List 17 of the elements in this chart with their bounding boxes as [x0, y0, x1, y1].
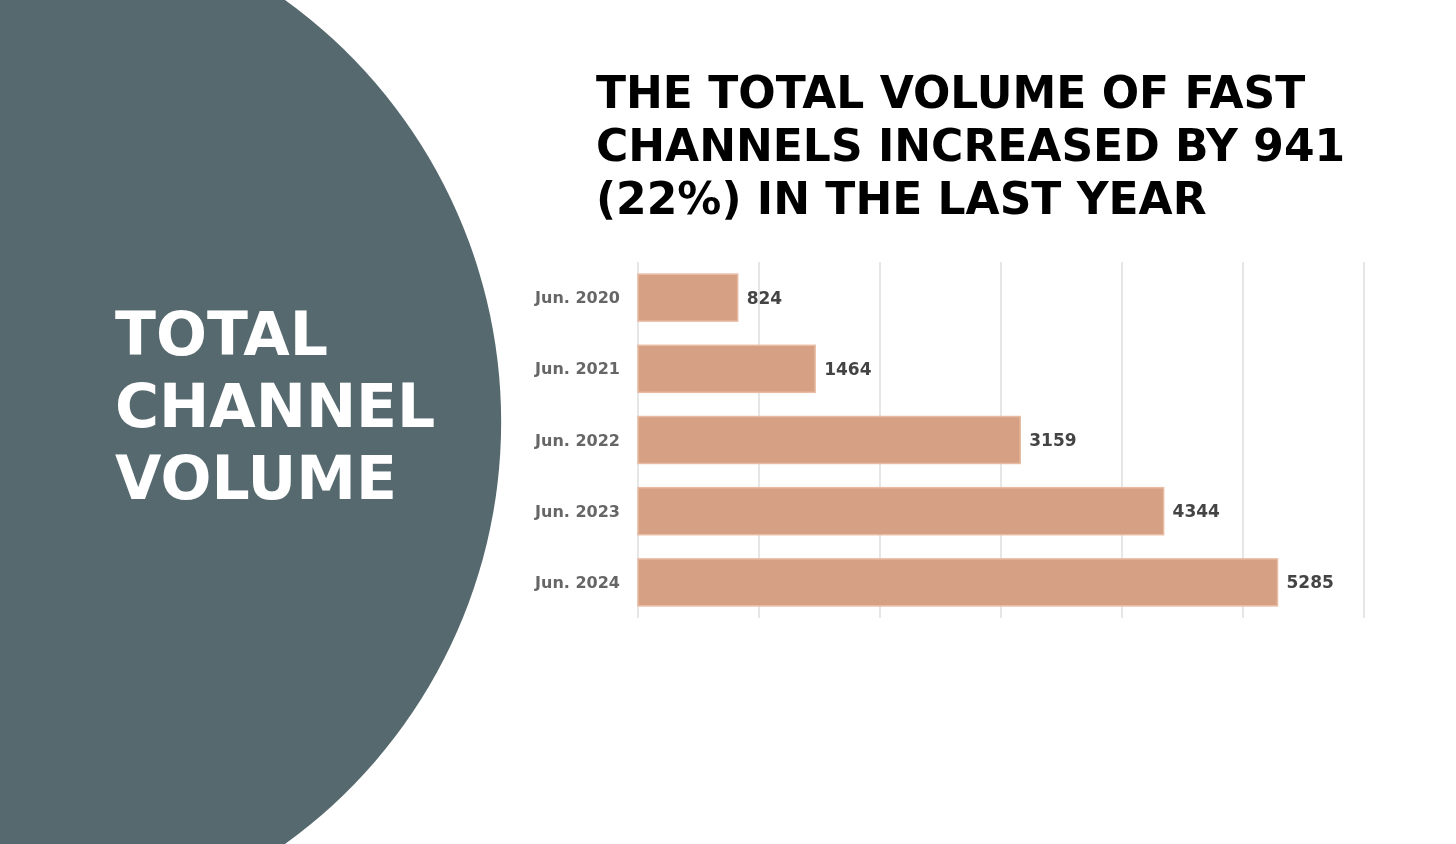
- data-label: 4344: [1172, 501, 1221, 522]
- data-label: 3159: [1029, 429, 1077, 450]
- text: TOTAL CHANNEL VOLUME: [115, 299, 436, 513]
- data-label: 5285: [1286, 572, 1334, 593]
- bar: [637, 344, 816, 394]
- y-tick-label: Jun. 2021: [534, 359, 620, 379]
- y-tick-label: Jun. 2023: [534, 501, 620, 521]
- bar: [637, 273, 739, 322]
- data-label: 824: [746, 287, 783, 308]
- bar: [637, 486, 1165, 536]
- data-label: 1464: [824, 358, 872, 379]
- bar: [637, 415, 1021, 465]
- y-tick-label: Jun. 2022: [534, 430, 620, 450]
- y-tick-label: Jun. 2024: [534, 573, 620, 592]
- chart-title: THE TOTAL VOLUME OF FAST CHANNELS INCREASED BY 941 (22%) IN THE LAST YEAR: [596, 67, 1346, 224]
- y-tick-label: Jun. 2020: [534, 288, 620, 308]
- bar: [637, 558, 1279, 607]
